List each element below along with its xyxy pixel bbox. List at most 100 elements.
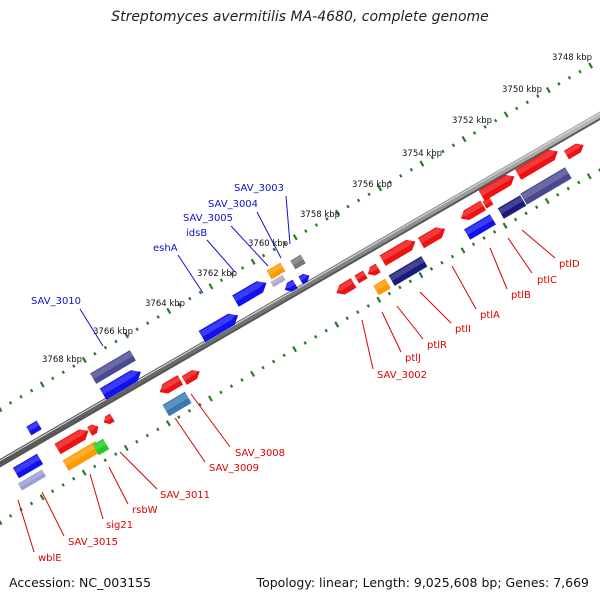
ruler-tick [303, 341, 307, 345]
ruler-tick [145, 433, 150, 438]
ruler-tick [419, 160, 425, 167]
leader-line [177, 254, 204, 294]
gene-label: ptlD [559, 259, 580, 270]
gene-label-leaders [17, 195, 556, 553]
ruler-tick [208, 283, 214, 290]
ruler-label: 3750 kbp [502, 85, 542, 95]
gene-blue [99, 369, 141, 400]
gene-blue [283, 279, 298, 292]
ruler-label: 3762 kbp [197, 269, 237, 279]
ruler-tick [240, 266, 245, 270]
gene-red [379, 239, 416, 266]
gene-label: SAV_3005 [183, 213, 233, 224]
ruler-tick [81, 469, 87, 476]
ruler-tick [376, 296, 382, 303]
gene-green [92, 438, 110, 456]
gene-label: ptlR [427, 340, 447, 351]
gene-label: SAV_3003 [234, 183, 284, 194]
ruler-tick [0, 406, 3, 413]
ruler-tick [461, 135, 467, 143]
ruler-tick [145, 321, 150, 325]
gene-blue [198, 313, 239, 343]
gene-gray [290, 254, 306, 270]
ruler-top [0, 62, 594, 413]
gene-label: SAV_3004 [208, 199, 258, 210]
leader-line [256, 211, 282, 259]
gene-label: ptlC [537, 275, 557, 286]
gene-label: idsB [186, 228, 207, 239]
ruler-tick [114, 339, 118, 344]
gene-orange [266, 262, 286, 280]
gene-labels: SAV_3003 SAV_3004 SAV_3005 idsB eshA SAV_3010… [31, 183, 580, 564]
ruler-tick [502, 222, 508, 229]
ruler-tick [377, 185, 383, 192]
leader-line [108, 466, 129, 505]
leader-line [17, 499, 35, 553]
ruler-tick [219, 390, 223, 395]
ruler-tick [503, 111, 509, 118]
ruler-label: 3766 kbp [93, 327, 133, 337]
ruler-tick [198, 402, 202, 407]
ruler-tick [356, 198, 361, 203]
ruler-tick [92, 464, 97, 469]
ruler-tick [334, 321, 340, 328]
ruler-tick [230, 272, 234, 276]
ruler-tick [166, 307, 172, 315]
ruler-tick [124, 332, 130, 339]
ruler-tick [272, 247, 276, 252]
ruler-tick [545, 86, 551, 94]
gene-label: SAV_3011 [160, 490, 210, 501]
ruler-tick [71, 476, 76, 481]
gene-label: ptlA [480, 310, 500, 321]
ruler-tick [207, 395, 213, 402]
ruler-tick [240, 378, 244, 382]
leader-line [419, 291, 452, 324]
ruler-tick [536, 94, 540, 99]
ruler-tick [292, 234, 298, 241]
ruler-tick [39, 494, 45, 501]
gene-label: ptlB [511, 290, 531, 301]
ruler-tick [19, 394, 23, 399]
ruler-tick [524, 211, 528, 216]
gene-navy [388, 256, 428, 286]
ruler-tick [250, 258, 256, 265]
gene-label: ptlJ [405, 353, 421, 364]
ruler-tick [460, 247, 466, 254]
ruler-tick [165, 420, 171, 427]
ruler-tick [187, 409, 192, 413]
ruler-bottom [0, 168, 600, 526]
ruler-tick [566, 186, 570, 191]
ruler-tick [418, 271, 424, 279]
ruler-tick [346, 204, 350, 209]
ruler-tick [398, 285, 402, 290]
ruler-tick [440, 260, 444, 265]
ruler-tick [114, 452, 118, 456]
ruler-tick [483, 124, 487, 129]
ruler-tick [471, 242, 476, 247]
ruler-tick [61, 370, 65, 375]
ruler-tick [0, 519, 3, 526]
gene-blue [464, 214, 496, 240]
ruler-tick [261, 365, 265, 370]
ruler-tick [586, 173, 592, 180]
ruler-tick [450, 254, 455, 259]
ruler-label: 3752 kbp [452, 116, 492, 126]
ruler-tick [198, 290, 203, 295]
ruler-label: 3748 kbp [552, 53, 592, 63]
ruler-label: 3756 kbp [352, 180, 392, 190]
genome-backbone [0, 111, 600, 468]
gene-red [459, 200, 486, 220]
gene-red [335, 278, 357, 295]
ruler-tick [156, 315, 160, 319]
ruler-tick [356, 310, 360, 314]
ruler-tick [578, 69, 582, 74]
gene-blue [232, 280, 267, 307]
leader-line [230, 225, 269, 267]
genome-title: Streptomyces avermitilis MA-4680, comple… [111, 9, 489, 25]
gene-label: SAV_3002 [377, 370, 427, 381]
ruler-label: 3764 kbp [145, 299, 185, 309]
leader-line [451, 265, 477, 310]
gene-label: SAV_3010 [31, 296, 81, 307]
gene-red [563, 143, 584, 160]
leader-line [381, 311, 402, 353]
